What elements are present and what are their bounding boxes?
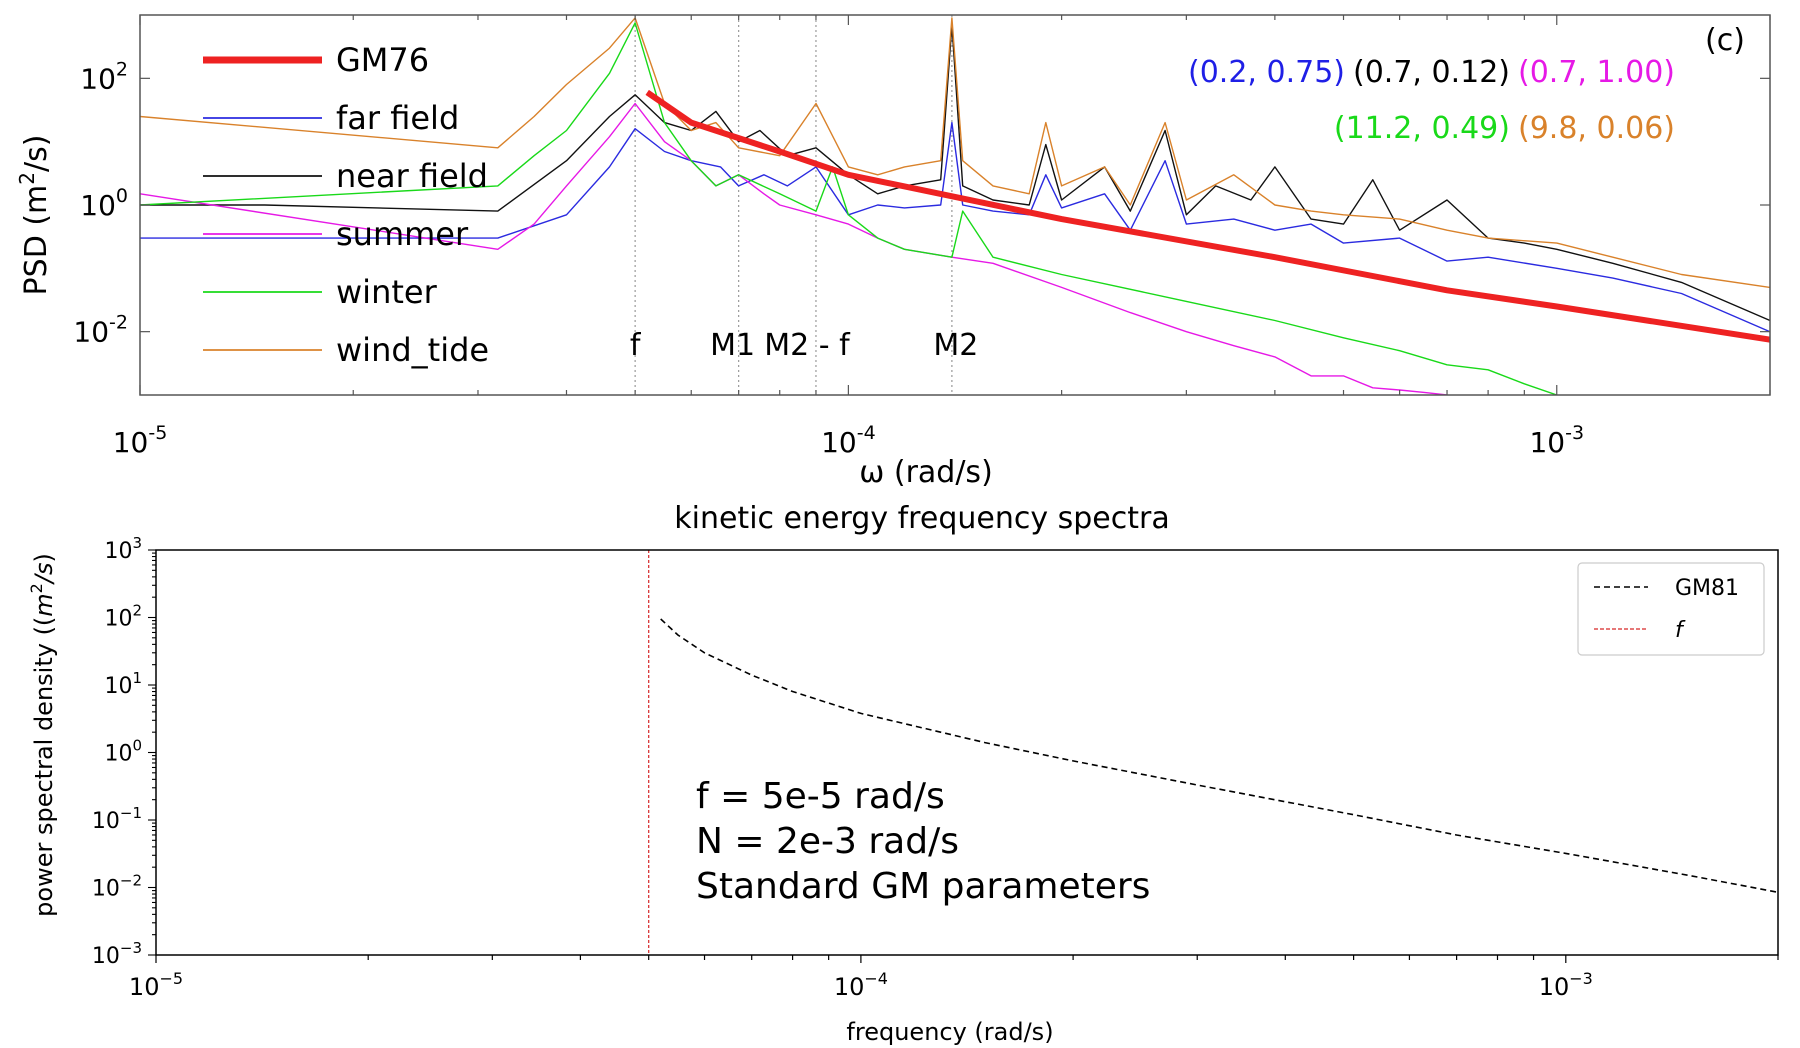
annotation-value: (0.2, 0.75) xyxy=(1188,55,1345,90)
legend-label-summer: summer xyxy=(336,215,469,253)
legend-box xyxy=(1577,562,1765,656)
x-tick-label: 10-5 xyxy=(113,422,168,459)
series-line-gm76 xyxy=(645,89,1770,343)
bottom-y-axis-label: power spectral density ((m2/s) xyxy=(27,553,58,917)
legend-label-gm81: GM81 xyxy=(1675,576,1739,601)
top-legend: GM76 far field near field summer winter wind_… xyxy=(203,41,489,369)
bottom-x-tick-labels: 10−5 10−4 10−3 xyxy=(129,969,1593,1001)
top-plot-frame xyxy=(139,14,1771,396)
series-line-winter xyxy=(140,22,1558,395)
top-y-tick-labels: 10-2 100 102 xyxy=(73,58,128,348)
x-tick-label: 10-4 xyxy=(821,422,876,459)
reference-label-m2: M2 xyxy=(933,328,978,363)
x-tick-label: 10−4 xyxy=(834,969,888,1001)
x-tick-label: 10-3 xyxy=(1529,422,1584,459)
top-panel-label: (c) xyxy=(1705,23,1745,58)
reference-label-m1: M1 xyxy=(710,328,755,363)
top-y-axis-label: PSD (m2/s) xyxy=(15,135,54,296)
annotation-line: N = 2e-3 rad/s xyxy=(696,821,959,862)
legend-label-near-field: near field xyxy=(336,157,488,195)
top-chart-panel: 10-5 10-4 10-3 10-2 100 102 f M1 M2 - f M2 GM76… xyxy=(15,14,1771,490)
reference-label-m2-f: M2 - f xyxy=(764,328,851,363)
annotation-value: (11.2, 0.49) xyxy=(1334,111,1510,146)
legend-label-far-field: far field xyxy=(336,99,459,137)
y-tick-label: 102 xyxy=(80,58,128,95)
legend-label-winter: winter xyxy=(336,273,438,311)
x-tick-label: 10−5 xyxy=(129,969,183,1001)
legend-label-gm76: GM76 xyxy=(336,41,429,79)
series-line-gm81 xyxy=(660,618,1778,894)
y-tick-label: 10-2 xyxy=(73,312,128,349)
bottom-y-tick-labels: 10−3 10−2 10−1 100 101 102 103 xyxy=(92,534,142,969)
reference-label-f: f xyxy=(630,328,642,363)
bottom-chart-panel: kinetic energy frequency spectra 10−5 10−… xyxy=(27,501,1779,1046)
bottom-series-group xyxy=(660,618,1778,894)
top-x-tick-labels: 10-5 10-4 10-3 xyxy=(113,422,1584,459)
annotation-value: (0.7, 0.12) xyxy=(1353,55,1510,90)
top-x-axis-label: ω (rad/s) xyxy=(859,455,993,490)
bottom-plot-frame xyxy=(155,549,1779,956)
y-tick-label: 103 xyxy=(104,534,142,564)
top-annotations: (0.2, 0.75) (0.7, 0.12) (0.7, 1.00)(11.2, … xyxy=(1188,55,1675,146)
legend-label-f: f xyxy=(1675,618,1686,643)
top-series-group xyxy=(140,17,1770,395)
annotation-line: Standard GM parameters xyxy=(696,866,1150,907)
top-reference-lines xyxy=(634,15,953,395)
top-reference-labels: f M1 M2 - f M2 xyxy=(630,328,979,363)
y-tick-label: 102 xyxy=(104,602,142,632)
y-tick-label: 101 xyxy=(104,669,142,699)
annotation-value: (9.8, 0.06) xyxy=(1518,111,1675,146)
y-tick-label: 100 xyxy=(80,185,128,222)
y-tick-label: 10−1 xyxy=(92,804,142,834)
x-tick-label: 10−3 xyxy=(1539,969,1593,1001)
y-tick-label: 10−3 xyxy=(92,939,142,969)
bottom-chart-title: kinetic energy frequency spectra xyxy=(674,501,1169,536)
annotation-value: (0.7, 1.00) xyxy=(1518,55,1675,90)
bottom-legend: GM81 f xyxy=(1577,562,1765,656)
series-line-near-field xyxy=(140,24,1770,322)
y-tick-label: 10−2 xyxy=(92,872,142,902)
legend-label-wind-tide: wind_tide xyxy=(336,331,489,369)
annotation-line: f = 5e-5 rad/s xyxy=(696,776,945,817)
y-tick-label: 100 xyxy=(104,737,142,767)
bottom-x-axis-label: frequency (rad/s) xyxy=(846,1018,1053,1046)
series-line-far-field xyxy=(140,121,1770,333)
